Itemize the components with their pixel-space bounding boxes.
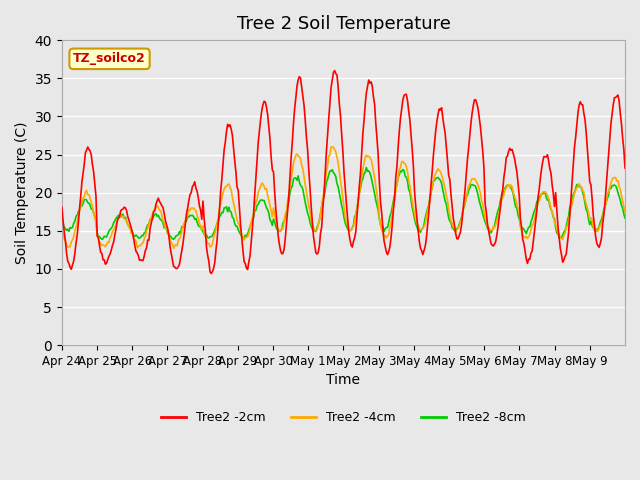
Tree2 -8cm	[403, 174, 410, 180]
Tree2 -2cm	[297, 75, 305, 81]
Tree2 -4cm	[376, 215, 383, 220]
Tree2 -2cm	[58, 204, 66, 210]
Tree2 -4cm	[234, 221, 242, 227]
Y-axis label: Soil Temperature (C): Soil Temperature (C)	[15, 121, 29, 264]
Tree2 -2cm	[331, 68, 339, 73]
Line: Tree2 -4cm: Tree2 -4cm	[62, 147, 625, 248]
Tree2 -2cm	[403, 92, 410, 97]
Tree2 -4cm	[58, 225, 66, 231]
Line: Tree2 -2cm: Tree2 -2cm	[62, 71, 625, 274]
Tree2 -4cm	[403, 164, 410, 169]
Tree2 -2cm	[572, 134, 579, 140]
Text: TZ_soilco2: TZ_soilco2	[73, 52, 146, 65]
Tree2 -2cm	[376, 178, 383, 184]
Tree2 -2cm	[234, 187, 242, 193]
Tree2 -8cm	[297, 182, 305, 188]
Legend: Tree2 -2cm, Tree2 -4cm, Tree2 -8cm: Tree2 -2cm, Tree2 -4cm, Tree2 -8cm	[156, 407, 531, 430]
Tree2 -8cm	[58, 219, 66, 225]
Tree2 -4cm	[328, 144, 336, 150]
Line: Tree2 -8cm: Tree2 -8cm	[62, 168, 625, 240]
Tree2 -4cm	[572, 187, 579, 193]
Title: Tree 2 Soil Temperature: Tree 2 Soil Temperature	[237, 15, 451, 33]
Tree2 -4cm	[474, 182, 482, 188]
Tree2 -8cm	[362, 165, 370, 170]
Tree2 -4cm	[621, 209, 629, 215]
Tree2 -2cm	[207, 271, 215, 276]
X-axis label: Time: Time	[326, 373, 360, 387]
Tree2 -4cm	[170, 245, 177, 251]
Tree2 -8cm	[98, 237, 106, 242]
Tree2 -8cm	[474, 192, 482, 198]
Tree2 -8cm	[572, 186, 579, 192]
Tree2 -2cm	[474, 106, 482, 111]
Tree2 -2cm	[621, 165, 629, 171]
Tree2 -8cm	[621, 215, 629, 221]
Tree2 -8cm	[234, 227, 242, 233]
Tree2 -8cm	[376, 216, 383, 222]
Tree2 -4cm	[297, 156, 305, 162]
